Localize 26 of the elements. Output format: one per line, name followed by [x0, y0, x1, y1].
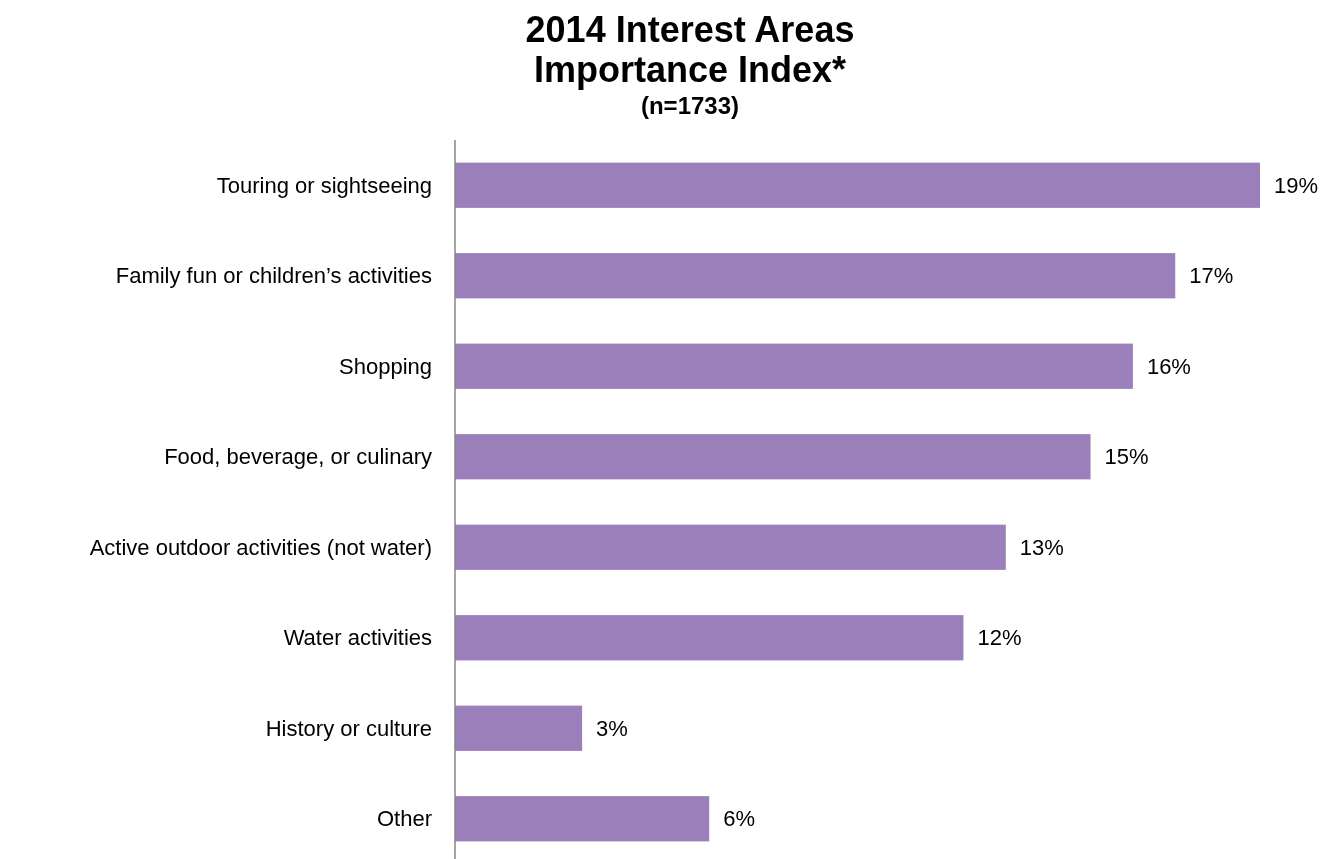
data-label: 3%: [596, 715, 628, 741]
data-label: 15%: [1104, 444, 1149, 470]
chart-title: 2014 Interest Areas Importance Index*: [525, 9, 855, 90]
bar: [455, 524, 1006, 570]
y-tick-label: Touring or sightseeing: [216, 172, 432, 198]
y-tick-label: Water activities: [283, 625, 432, 651]
bar: [455, 796, 710, 842]
bar: [455, 162, 1260, 208]
data-label: 13%: [1019, 534, 1064, 560]
data-label: 19%: [1274, 172, 1319, 198]
data-label: 6%: [723, 806, 756, 832]
y-tick-label: Shopping: [339, 353, 432, 379]
chart-subtitle: (n=1733): [640, 92, 740, 119]
y-tick-label: Food, beverage, or culinary: [164, 444, 432, 470]
bar: [455, 615, 964, 661]
y-tick-label: Other: [376, 806, 432, 832]
data-label: 12%: [977, 625, 1022, 651]
bar: [455, 343, 1133, 389]
bar: [455, 253, 1176, 299]
bar: [455, 434, 1091, 480]
data-label: 17%: [1189, 263, 1234, 289]
data-label: 16%: [1146, 353, 1191, 379]
bar: [455, 705, 583, 751]
y-tick-label: Active outdoor activities (not water): [89, 534, 432, 560]
y-tick-label: Family fun or children’s activities: [115, 263, 432, 289]
y-tick-label: History or culture: [265, 715, 432, 741]
